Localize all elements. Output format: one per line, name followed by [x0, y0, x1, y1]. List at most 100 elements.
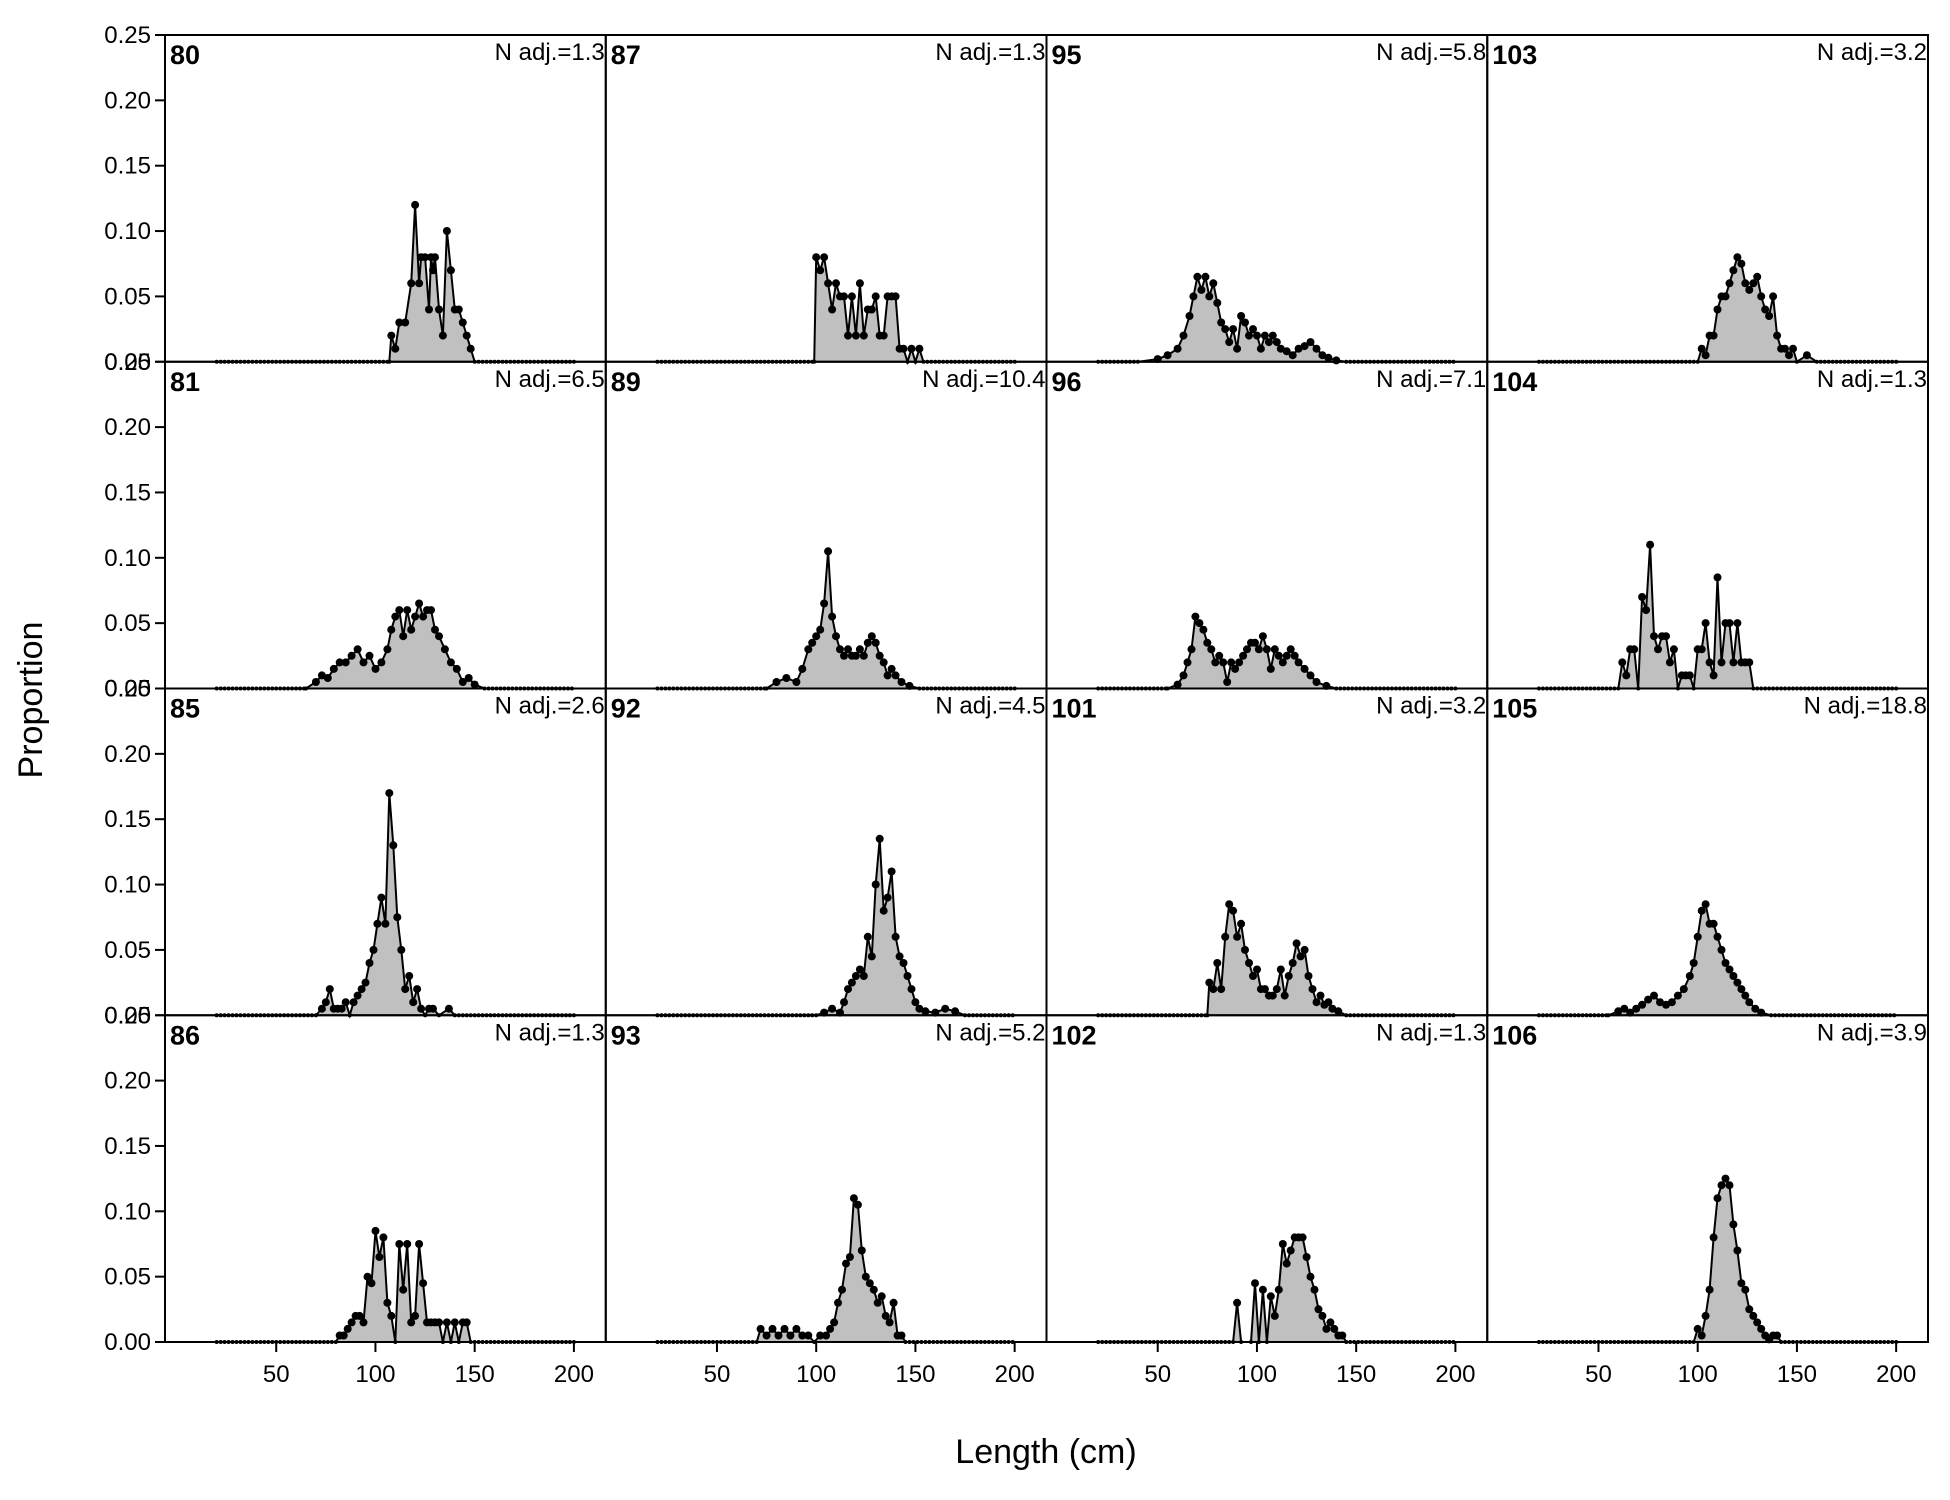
data-point — [1274, 651, 1283, 660]
data-point — [1701, 619, 1710, 628]
data-point — [1183, 658, 1192, 667]
data-point — [844, 645, 852, 654]
data-point — [840, 651, 848, 660]
x-tick-label: 50 — [1585, 1361, 1612, 1388]
data-point — [1260, 985, 1269, 994]
data-point — [907, 985, 916, 994]
y-tick-label: 0.10 — [104, 218, 151, 245]
data-point — [1745, 998, 1754, 1007]
data-point — [798, 664, 807, 673]
data-point — [359, 658, 368, 667]
data-point — [343, 1324, 352, 1333]
data-point — [1757, 1324, 1766, 1333]
data-point — [1245, 959, 1253, 967]
data-point — [462, 331, 471, 340]
n-adj-label: N adj.=1.3 — [935, 39, 1045, 66]
data-point — [466, 344, 475, 353]
data-point — [1667, 998, 1676, 1007]
panel-101: 101 N adj.=3.2 — [1045, 687, 1489, 1018]
y-tick-label: 0.15 — [104, 153, 151, 180]
y-tick-label: 0.05 — [104, 283, 151, 310]
data-point — [1254, 645, 1263, 654]
data-point — [1729, 266, 1738, 275]
data-point — [1276, 965, 1285, 974]
data-point — [1713, 932, 1722, 941]
data-point — [438, 331, 447, 340]
data-point — [1262, 645, 1271, 654]
n-adj-label: N adj.=1.3 — [495, 39, 605, 66]
data-point — [1733, 619, 1742, 628]
data-point — [1709, 1233, 1718, 1242]
y-tick-label: 0.05 — [104, 1264, 151, 1291]
data-point — [1785, 351, 1793, 360]
data-point — [1733, 1246, 1742, 1255]
data-point — [1709, 919, 1718, 928]
data-point — [911, 998, 920, 1007]
data-point — [1221, 932, 1230, 941]
data-point — [1729, 1220, 1738, 1229]
data-point — [887, 664, 896, 673]
data-point — [1618, 658, 1627, 667]
data-point — [891, 932, 900, 941]
data-point — [393, 913, 402, 922]
panel-103: 103 N adj.=3.2 — [1486, 34, 1929, 364]
data-point — [851, 651, 860, 660]
series-area — [657, 551, 1015, 689]
series-area — [1538, 904, 1895, 1016]
y-tick-label: 0.15 — [104, 1133, 151, 1160]
y-tick-label: 0.25 — [104, 1002, 151, 1029]
data-point — [385, 789, 394, 798]
x-tick-label: 100 — [355, 1361, 395, 1388]
data-point — [1173, 344, 1182, 353]
data-point — [1302, 1253, 1311, 1261]
data-point — [1233, 1298, 1242, 1307]
data-point — [329, 664, 338, 673]
data-point — [407, 279, 416, 288]
x-tick-label: 150 — [455, 1361, 495, 1388]
data-point — [1713, 305, 1722, 314]
panel-102: 102 N adj.=1.3 — [1045, 1014, 1489, 1344]
data-point — [1300, 945, 1309, 954]
data-point — [1713, 573, 1722, 582]
data-point — [832, 632, 840, 641]
data-point — [879, 331, 888, 340]
data-point — [1638, 1000, 1647, 1009]
data-point — [399, 632, 408, 641]
data-point — [442, 1318, 451, 1327]
data-point — [877, 1292, 886, 1301]
data-point — [867, 632, 876, 641]
data-point — [1266, 664, 1275, 673]
data-point — [1725, 1181, 1734, 1190]
data-point — [1741, 279, 1750, 288]
data-point — [1693, 932, 1702, 941]
data-point — [1306, 338, 1315, 347]
data-point — [1745, 285, 1754, 294]
data-point — [403, 1240, 412, 1248]
data-point — [1644, 995, 1653, 1004]
data-point — [1753, 1318, 1762, 1327]
panel-id-label: 89 — [611, 367, 641, 397]
data-point — [1274, 1285, 1283, 1294]
n-adj-label: N adj.=3.2 — [1817, 39, 1927, 66]
data-point — [1189, 292, 1198, 301]
panel-80: 80 N adj.=1.3 — [164, 34, 607, 364]
data-point — [391, 612, 400, 621]
data-point — [1229, 325, 1238, 334]
data-point — [816, 1331, 825, 1340]
x-axis-title: Length (cm) — [955, 1433, 1136, 1471]
panel-87: 87 N adj.=1.3 — [604, 34, 1048, 366]
data-point — [875, 834, 884, 843]
data-point — [1249, 325, 1257, 334]
data-point — [399, 1285, 408, 1294]
data-point — [1223, 678, 1232, 686]
data-point — [395, 318, 404, 327]
data-point — [1642, 606, 1651, 615]
x-tick-label: 100 — [1237, 1361, 1277, 1388]
data-point — [1266, 1292, 1275, 1301]
data-point — [1207, 645, 1216, 654]
data-point — [828, 1004, 837, 1013]
panel-106: 106 N adj.=3.9 — [1486, 1014, 1929, 1344]
data-point — [820, 599, 829, 608]
data-point — [883, 893, 892, 902]
data-point — [941, 1004, 950, 1013]
